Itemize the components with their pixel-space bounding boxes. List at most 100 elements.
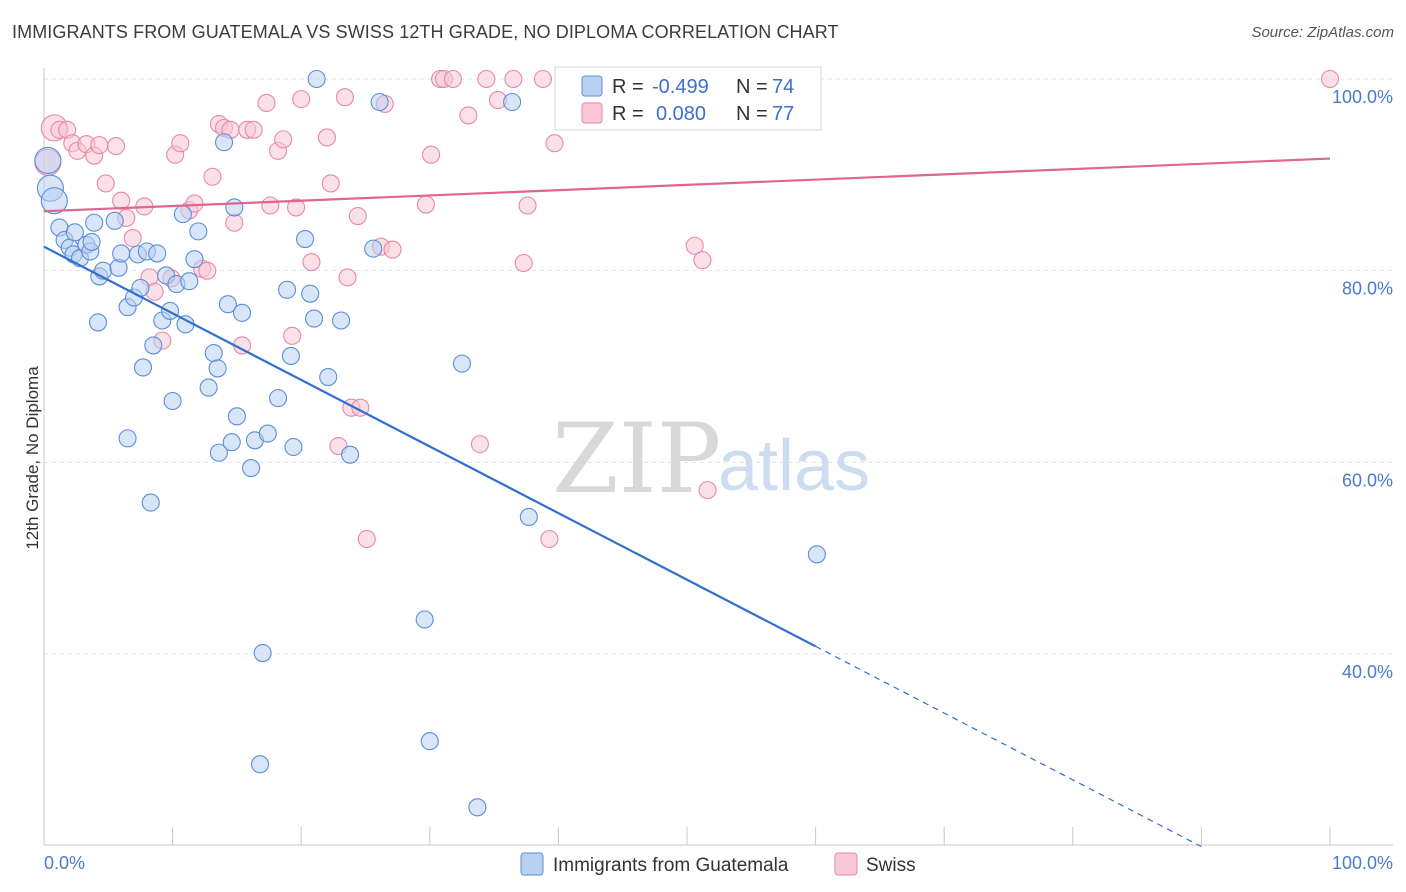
guatemala-point-16 xyxy=(105,211,124,230)
legend-n-label-guatemala: N = xyxy=(736,76,768,98)
guatemala-point-73 xyxy=(250,755,270,774)
swiss-point-22 xyxy=(185,194,204,213)
guatemala-point-35 xyxy=(176,315,195,334)
x-tick-label-min: 0.0% xyxy=(44,853,85,873)
guatemala-point-32 xyxy=(163,391,182,411)
guatemala-point-60 xyxy=(307,69,326,89)
guatemala-point-62 xyxy=(332,311,351,330)
swiss-point-49 xyxy=(357,529,376,549)
chart-title: IMMIGRANTS FROM GUATEMALA VS SWISS 12TH … xyxy=(12,22,839,42)
guatemala-point-38 xyxy=(189,222,208,241)
legend-n-label-swiss: N = xyxy=(736,103,768,125)
guatemala-point-24 xyxy=(133,358,153,377)
guatemala-point-13 xyxy=(88,313,108,332)
y-tick-label-1: 60.0% xyxy=(1342,470,1393,490)
swiss-point-58 xyxy=(459,106,478,125)
swiss-point-74 xyxy=(693,251,712,270)
swiss-point-44 xyxy=(335,88,354,107)
x-tick-label-max: 100.0% xyxy=(1332,853,1393,873)
guatemala-point-26 xyxy=(141,493,160,512)
series-swatch-swiss xyxy=(834,852,858,876)
guatemala-point-39 xyxy=(199,378,218,397)
swiss-point-59 xyxy=(470,435,490,454)
guatemala-point-27 xyxy=(144,336,163,355)
swiss-point-38 xyxy=(287,198,306,217)
guatemala-point-61 xyxy=(319,367,338,387)
swiss-point-66 xyxy=(540,529,559,549)
guatemala-point-51 xyxy=(253,643,272,663)
swiss-point-41 xyxy=(317,128,336,147)
legend-n-value-swiss: 77 xyxy=(772,103,794,125)
watermark: ZIP atlas xyxy=(552,403,870,515)
swiss-point-13 xyxy=(123,229,142,248)
guatemala-point-64 xyxy=(364,239,383,258)
guatemala-point-70 xyxy=(503,92,522,112)
swiss-point-47 xyxy=(348,206,367,226)
guatemala-point-47 xyxy=(227,407,246,426)
y-tick-label-2: 80.0% xyxy=(1342,279,1393,299)
swiss-point-57 xyxy=(443,69,462,89)
guatemala-point-20 xyxy=(118,429,137,448)
guatemala-point-59 xyxy=(305,309,324,328)
swiss-point-24 xyxy=(198,261,217,280)
swiss-point-67 xyxy=(545,134,564,153)
guatemala-point-55 xyxy=(281,346,300,366)
guatemala-point-34 xyxy=(173,205,192,224)
swiss-point-75 xyxy=(698,481,717,500)
guatemala-point-58 xyxy=(301,284,320,303)
swiss-point-8 xyxy=(90,136,109,155)
swiss-points xyxy=(34,69,1340,549)
guatemala-trend-line xyxy=(43,245,817,648)
guatemala-point-52 xyxy=(258,424,277,443)
series-swatch-guatemala xyxy=(520,852,544,876)
swiss-point-76 xyxy=(1320,69,1340,89)
guatemala-point-67 xyxy=(420,732,439,751)
y-tick-label-0: 40.0% xyxy=(1342,662,1393,682)
source-credit: Source: ZipAtlas.com xyxy=(1251,24,1394,41)
watermark-zip: ZIP xyxy=(552,403,721,515)
guatemala-point-42 xyxy=(209,443,228,462)
guatemala-point-66 xyxy=(415,610,434,629)
swiss-point-29 xyxy=(225,213,244,232)
swiss-point-64 xyxy=(518,196,537,215)
guatemala-point-57 xyxy=(296,229,315,249)
swiss-point-25 xyxy=(203,167,222,186)
guatemala-point-49 xyxy=(241,459,261,478)
series-label-swiss: Swiss xyxy=(866,855,916,876)
legend-r-label-swiss: R = xyxy=(612,103,644,125)
guatemala-point-46 xyxy=(225,198,244,217)
guatemala-point-53 xyxy=(269,389,288,408)
y-tick-label-3: 100.0% xyxy=(1332,87,1393,107)
guatemala-point-65 xyxy=(370,92,389,112)
watermark-atlas: atlas xyxy=(718,426,870,506)
guatemala-point-56 xyxy=(284,437,303,457)
swiss-point-62 xyxy=(504,69,523,89)
guatemala-point-11 xyxy=(82,232,101,251)
guatemala-point-63 xyxy=(341,445,360,464)
guatemala-point-28 xyxy=(148,244,167,263)
guatemala-point-18 xyxy=(112,244,131,263)
guatemala-point-40 xyxy=(204,344,223,363)
legend-r-value-guatemala: -0.499 xyxy=(652,76,709,98)
guatemala-trend-extension xyxy=(815,645,1202,848)
guatemala-point-68 xyxy=(452,354,472,373)
swiss-point-32 xyxy=(244,120,263,139)
swiss-point-20 xyxy=(171,134,190,153)
legend-r-value-swiss: 0.080 xyxy=(656,103,706,125)
legend-swatch-swiss xyxy=(581,102,603,124)
legend-n-value-guatemala: 74 xyxy=(772,76,794,98)
swiss-point-40 xyxy=(302,252,321,272)
swiss-point-53 xyxy=(416,195,435,214)
guatemala-point-72 xyxy=(807,545,826,564)
guatemala-point-6 xyxy=(65,223,84,242)
swiss-point-33 xyxy=(257,93,276,113)
stats-legend: R = -0.499 N = 74 R = 0.080 N = 77 xyxy=(554,66,822,131)
guatemala-point-43 xyxy=(214,133,234,152)
swiss-point-39 xyxy=(292,90,311,109)
guatemala-point-48 xyxy=(232,303,252,322)
swiss-point-63 xyxy=(514,253,533,273)
swiss-point-52 xyxy=(383,240,402,259)
swiss-point-42 xyxy=(321,174,340,193)
guatemala-point-36 xyxy=(180,272,199,291)
swiss-point-36 xyxy=(274,130,293,149)
